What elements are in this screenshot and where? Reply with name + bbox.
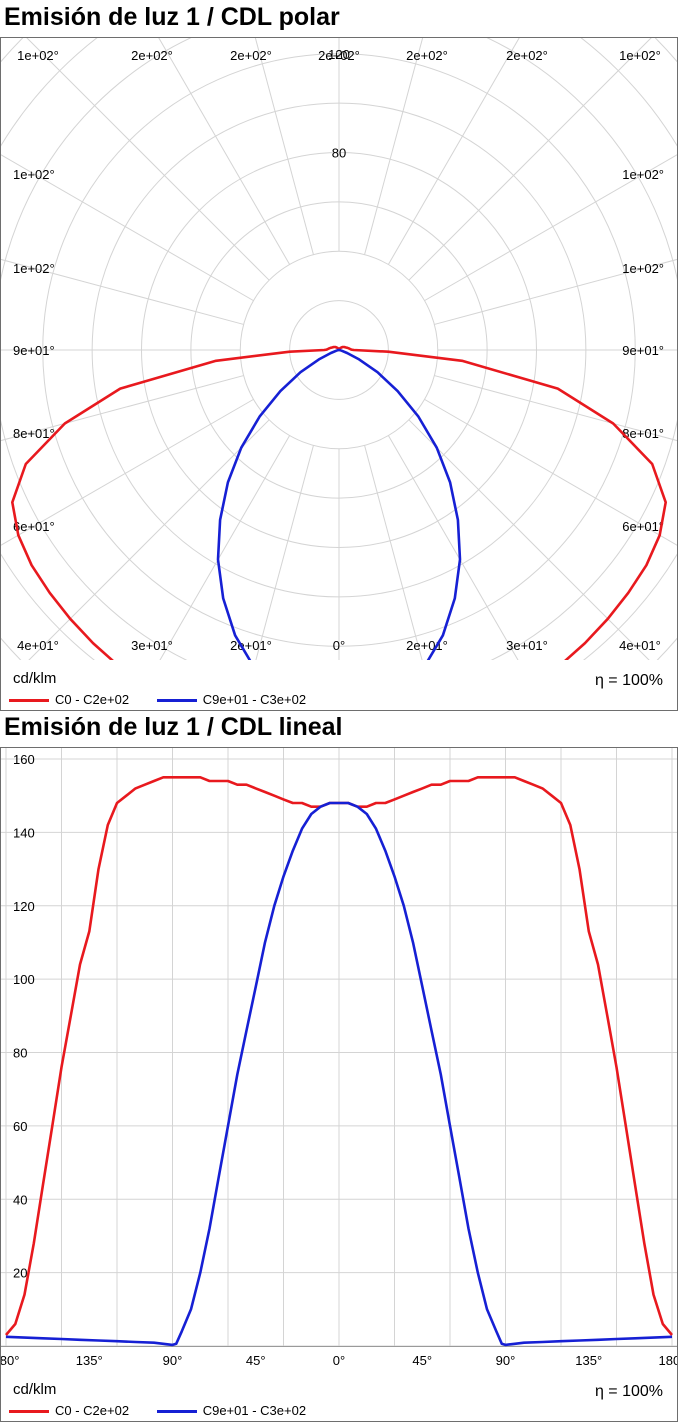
polar-angle-label: 2e+01° bbox=[230, 638, 272, 653]
polar-grid-spoke bbox=[1, 154, 254, 302]
polar-grid-spoke bbox=[159, 435, 291, 660]
polar-grid-spoke bbox=[364, 38, 424, 255]
polar-angle-label: 1e+02° bbox=[17, 48, 59, 63]
polar-grid-spoke bbox=[408, 38, 652, 281]
polar-efficiency-label: η = 100% bbox=[594, 672, 663, 689]
linear-y-tick: 100 bbox=[13, 972, 35, 987]
polar-grid-spoke bbox=[424, 154, 677, 302]
linear-x-tick: 90° bbox=[496, 1353, 516, 1368]
legend-label-c0: C0 - C2e+02 bbox=[55, 692, 130, 707]
polar-angle-label: 2e+01° bbox=[406, 638, 448, 653]
polar-legend: C0 - C2e+02 C9e+01 - C3e+02 bbox=[9, 692, 330, 707]
polar-chart-title: Emisión de luz 1 / CDL polar bbox=[4, 3, 340, 31]
polar-grid-spoke bbox=[255, 445, 314, 660]
legend-item-c90: C9e+01 - C3e+02 bbox=[156, 692, 307, 707]
linear-y-tick: 160 bbox=[13, 752, 35, 767]
polar-grid-spoke bbox=[254, 38, 314, 255]
polar-angle-label: 2e+02° bbox=[318, 48, 360, 63]
polar-grid-spoke bbox=[434, 258, 677, 325]
linear-y-tick: 80 bbox=[13, 1046, 27, 1061]
linear-y-tick: 140 bbox=[13, 825, 35, 840]
polar-grid-spoke bbox=[364, 445, 423, 660]
linear-y-tick: 20 bbox=[13, 1266, 27, 1281]
linear-x-tick: 135° bbox=[575, 1353, 602, 1368]
legend-item-c90: C9e+01 - C3e+02 bbox=[156, 1403, 307, 1418]
polar-grid bbox=[1, 38, 677, 660]
linear-y-tick: 60 bbox=[13, 1119, 27, 1134]
legend-label-c90: C9e+01 - C3e+02 bbox=[202, 692, 307, 707]
polar-angle-label: 6e+01° bbox=[13, 519, 55, 534]
polar-angle-label: 1e+02° bbox=[13, 261, 55, 276]
polar-angle-label: 6e+01° bbox=[622, 519, 664, 534]
legend-item-c0: C0 - C2e+02 bbox=[9, 692, 129, 707]
linear-unit-label: cd/klm bbox=[13, 1381, 57, 1398]
polar-grid-spoke bbox=[424, 398, 677, 546]
polar-angle-label: 9e+01° bbox=[13, 343, 55, 358]
polar-angle-label: 1e+02° bbox=[619, 48, 661, 63]
legend-swatch-blue bbox=[156, 699, 197, 703]
polar-chart: 801201601e+02°2e+02°2e+02°2e+02°2e+02°2e… bbox=[1, 38, 677, 660]
polar-grid-spoke bbox=[1, 258, 244, 325]
polar-angle-label: 2e+02° bbox=[406, 48, 448, 63]
polar-grid-spoke bbox=[1, 375, 244, 442]
polar-radial-tick: 80 bbox=[332, 146, 346, 161]
polar-angle-label: 1e+02° bbox=[13, 167, 55, 182]
polar-grid-ring bbox=[289, 300, 389, 400]
linear-chart: 20 40 60 80 100 120 140 160 180° 135° 90° 45° 0° 45° 9… bbox=[1, 748, 677, 1368]
polar-angle-label: 4e+01° bbox=[17, 638, 59, 653]
legend-label-c0: C0 - C2e+02 bbox=[55, 1403, 130, 1418]
polar-grid-spoke bbox=[26, 38, 270, 281]
linear-chart-title: Emisión de luz 1 / CDL lineal bbox=[4, 713, 343, 741]
polar-angle-label: 2e+02° bbox=[230, 48, 272, 63]
linear-chart-frame: 20 40 60 80 100 120 140 160 180° 135° 90° 45° 0° 45° 9… bbox=[0, 747, 678, 1422]
polar-grid-spoke bbox=[408, 419, 650, 660]
polar-angle-label: 2e+02° bbox=[131, 48, 173, 63]
polar-grid-spoke bbox=[434, 375, 677, 442]
polar-angle-label: 9e+01° bbox=[622, 343, 664, 358]
polar-unit-label: cd/klm bbox=[13, 670, 57, 687]
polar-angle-label: 8e+01° bbox=[13, 426, 55, 441]
linear-x-tick: 45° bbox=[246, 1353, 266, 1368]
polar-grid-spoke bbox=[158, 38, 291, 265]
legend-swatch-blue bbox=[156, 1410, 197, 1414]
linear-x-tick: 0° bbox=[333, 1353, 345, 1368]
polar-chart-frame: 801201601e+02°2e+02°2e+02°2e+02°2e+02°2e… bbox=[0, 37, 678, 711]
legend-item-c0: C0 - C2e+02 bbox=[9, 1403, 129, 1418]
linear-grid bbox=[1, 748, 677, 1347]
linear-efficiency-label: η = 100% bbox=[594, 1383, 663, 1400]
polar-angle-label: 3e+01° bbox=[131, 638, 173, 653]
polar-grid-spoke bbox=[387, 38, 520, 265]
polar-grid-spoke bbox=[1, 398, 254, 546]
legend-swatch-red bbox=[9, 1410, 49, 1414]
linear-x-tick: 135° bbox=[76, 1353, 103, 1368]
polar-radial-tick: 120 bbox=[328, 47, 350, 62]
linear-y-tick: 40 bbox=[13, 1192, 27, 1207]
legend-swatch-red bbox=[9, 699, 49, 703]
linear-x-tick: 45° bbox=[412, 1353, 432, 1368]
linear-x-tick: 180° bbox=[1, 1353, 19, 1368]
linear-legend: C0 - C2e+02 C9e+01 - C3e+02 bbox=[9, 1403, 330, 1418]
polar-angle-label: 1e+02° bbox=[622, 261, 664, 276]
polar-angle-label: 0° bbox=[333, 638, 345, 653]
polar-series-c90 bbox=[216, 348, 462, 660]
polar-grid-spoke bbox=[28, 419, 270, 660]
polar-angle-label: 8e+01° bbox=[622, 426, 664, 441]
polar-angle-label: 1e+02° bbox=[622, 167, 664, 182]
polar-angle-label: 2e+02° bbox=[506, 48, 548, 63]
linear-x-tick: 90° bbox=[163, 1353, 183, 1368]
legend-label-c90: C9e+01 - C3e+02 bbox=[202, 1403, 307, 1418]
linear-x-tick: 180° bbox=[659, 1353, 677, 1368]
polar-angle-label: 4e+01° bbox=[619, 638, 661, 653]
polar-angle-label: 3e+01° bbox=[506, 638, 548, 653]
linear-series-c90 bbox=[5, 801, 673, 1347]
polar-grid-spoke bbox=[387, 435, 519, 660]
linear-y-tick: 120 bbox=[13, 899, 35, 914]
